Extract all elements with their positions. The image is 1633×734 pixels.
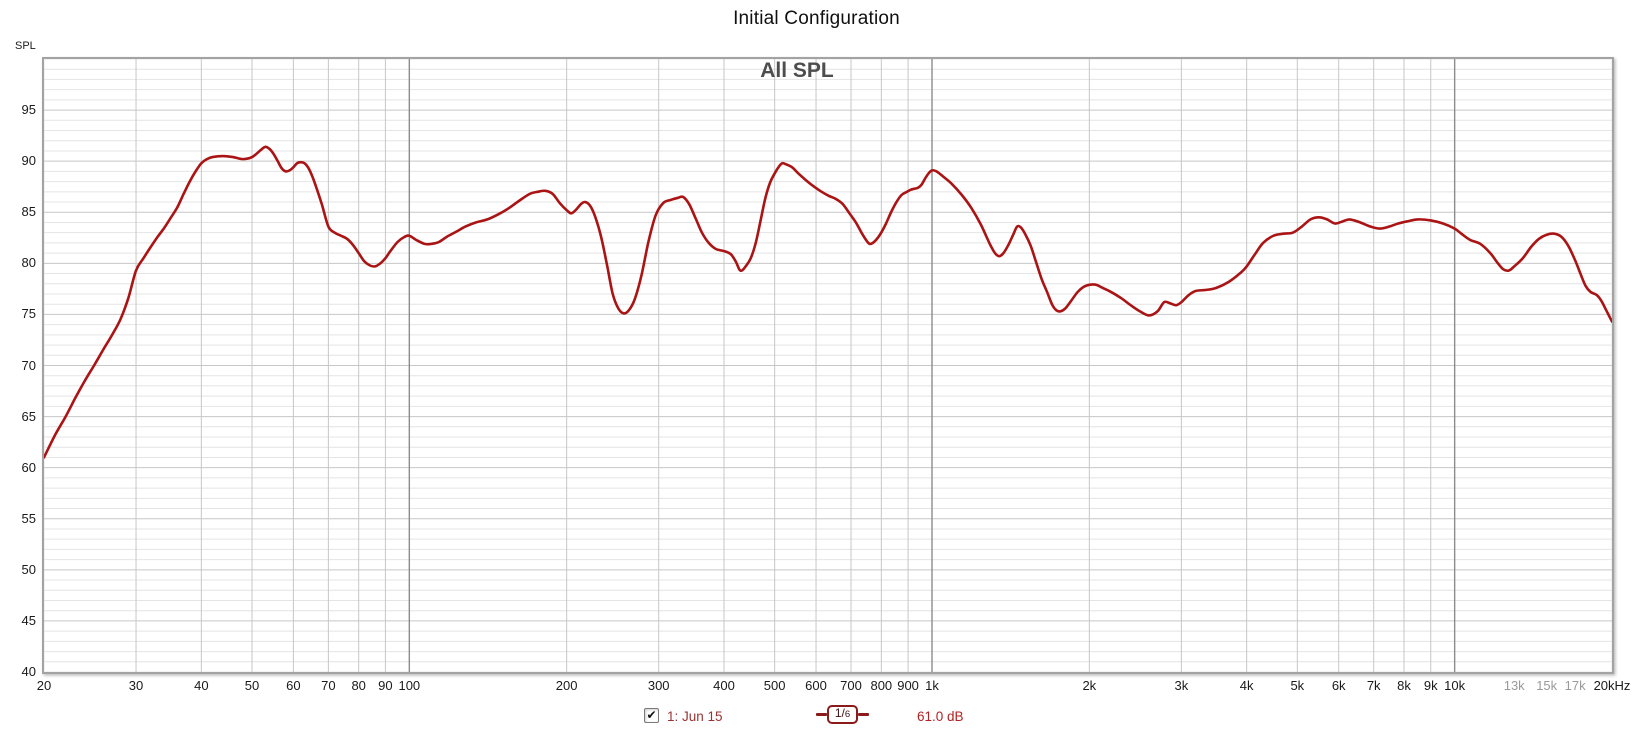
x-tick-label: 3k — [1174, 678, 1189, 693]
x-tick-label: 10k — [1444, 678, 1466, 693]
badge-left-dash — [816, 713, 827, 716]
level-readout: 61.0 dB — [917, 709, 964, 724]
trace-visibility-checkbox[interactable]: ✔ — [644, 708, 659, 723]
x-tick-label: 800 — [870, 678, 893, 693]
page-title: Initial Configuration — [733, 8, 900, 29]
x-tick-label: 20 — [36, 678, 52, 693]
smoothing-fraction-box: 1/6 — [827, 705, 858, 724]
y-tick-label: 70 — [21, 357, 36, 373]
y-tick-label: 90 — [21, 153, 36, 169]
y-tick-label: 95 — [21, 102, 36, 118]
y-tick-label: 85 — [21, 204, 36, 220]
x-tick-label: 700 — [840, 678, 862, 693]
x-tick-label: 7k — [1366, 678, 1381, 693]
chart-heading: All SPL — [760, 59, 834, 82]
horizontal-gridlines — [44, 68, 1612, 663]
x-tick-label: 500 — [763, 678, 786, 693]
spl-curve — [44, 145, 1612, 459]
x-tick-label: 400 — [713, 678, 735, 693]
x-tick-label: 70 — [321, 678, 336, 693]
x-tick-label: 50 — [244, 678, 260, 693]
x-tick-label: 6k — [1331, 678, 1346, 693]
x-tick-label: 40 — [194, 678, 209, 693]
vertical-gridlines — [135, 59, 1456, 672]
smoothing-denominator: 6 — [844, 709, 851, 720]
x-tick-label: 600 — [805, 678, 827, 693]
y-tick-label: 50 — [21, 561, 36, 577]
x-tick-label: 200 — [555, 678, 578, 693]
y-tick-label: 55 — [21, 510, 36, 526]
x-tick-label: 90 — [378, 678, 393, 693]
x-tick-label: 9k — [1423, 678, 1438, 693]
x-tick-label: 13k — [1503, 678, 1525, 693]
y-tick-label: 80 — [21, 255, 36, 271]
x-tick-label: 60 — [286, 678, 301, 693]
x-tick-label: 17k — [1564, 678, 1586, 693]
y-tick-label: 60 — [21, 459, 36, 475]
checkmark-icon: ✔ — [646, 708, 657, 722]
y-tick-label: 45 — [21, 612, 36, 628]
smoothing-numerator: 1/ — [834, 706, 845, 720]
x-tick-label: 4k — [1239, 678, 1254, 693]
x-tick-label: 300 — [647, 678, 670, 693]
x-tick-label: 15k — [1536, 678, 1558, 693]
plot-area — [42, 57, 1614, 674]
x-tick-label: 2k — [1082, 678, 1097, 693]
trace-legend-label[interactable]: 1: Jun 15 — [667, 709, 723, 724]
y-tick-label: 40 — [21, 664, 36, 679]
x-tick-label: 20kHz — [1593, 678, 1631, 693]
y-tick-label: 65 — [21, 408, 36, 424]
x-tick-label: 8k — [1397, 678, 1411, 693]
x-tick-label: 100 — [398, 678, 421, 693]
y-tick-label: 75 — [21, 306, 36, 322]
x-tick-label: 5k — [1290, 678, 1305, 693]
x-tick-label: 30 — [128, 678, 144, 693]
x-tick-label: 1k — [925, 678, 939, 693]
y-axis-unit-label: SPL — [15, 40, 36, 52]
x-tick-label: 80 — [351, 678, 366, 693]
x-tick-label: 900 — [897, 678, 919, 693]
badge-right-dash — [858, 713, 869, 716]
spl-plot-svg — [44, 59, 1612, 672]
